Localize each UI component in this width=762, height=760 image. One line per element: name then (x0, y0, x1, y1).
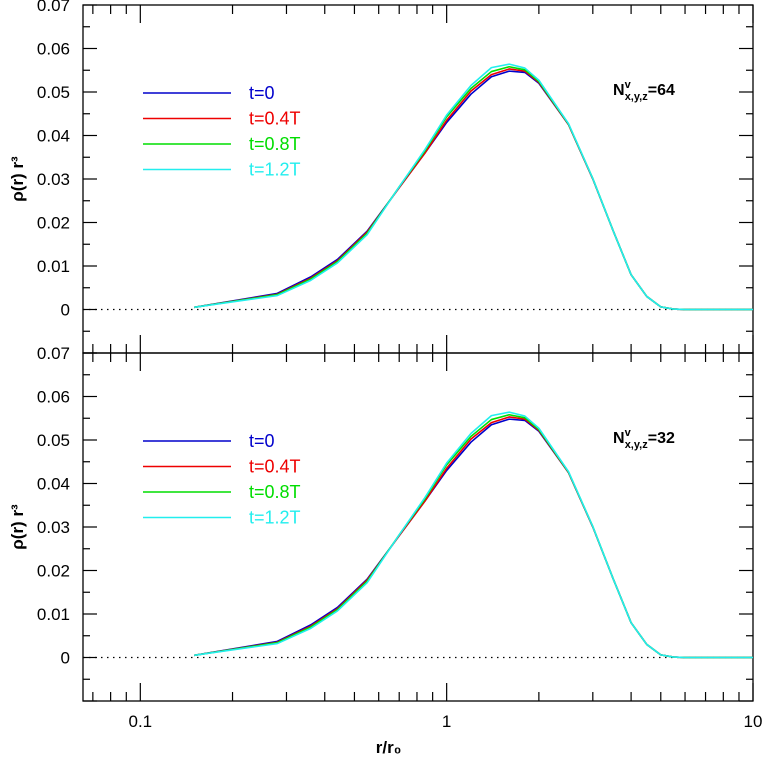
legend-label-t=0.8T: t=0.8T (249, 482, 301, 502)
series-line-t=0 (194, 70, 753, 311)
x-tick-label: 0.1 (128, 712, 152, 731)
series-line-t=0.4T (194, 68, 753, 311)
legend-label-t=0.4T: t=0.4T (249, 457, 301, 477)
legend-label-t=1.2T: t=1.2T (249, 508, 301, 528)
series-line-t=0 (194, 418, 753, 659)
legend-label-t=0: t=0 (249, 83, 275, 103)
legend-label-t=0: t=0 (249, 431, 275, 451)
grid-size-annotation: Nv x,y,z=64 (613, 79, 675, 103)
panel-top: 0 0.01 0.02 0.03 0.04 0.05 0.06 0.07 t=0 t=0.4T t=… (8, 0, 754, 354)
y-tick-label: 0.04 (37, 127, 70, 146)
y-axis-label: ρ(r) r³ (8, 504, 27, 550)
y-tick-label: 0.02 (37, 562, 70, 581)
y-tick-label: 0.06 (37, 40, 70, 59)
y-tick-label: 0.05 (37, 83, 70, 102)
series-line-t=0.8T (194, 65, 753, 311)
series-line-t=0.8T (194, 413, 753, 659)
legend-label-t=0.8T: t=0.8T (249, 134, 301, 154)
panel-bottom: 0 0.01 0.02 0.03 0.04 0.05 0.06 0.07 0.1 1 10 t=0 t=… (8, 344, 762, 757)
y-tick-label: 0.03 (37, 170, 70, 189)
y-tick-label: 0.01 (37, 257, 70, 276)
grid-size-annotation: Nv x,y,z=32 (613, 427, 675, 451)
series-line-t=1.2T (194, 411, 753, 659)
legend-label-t=1.2T: t=1.2T (249, 160, 301, 180)
x-tick-label: 10 (744, 712, 762, 731)
y-tick-label: 0 (61, 301, 70, 320)
y-tick-label: 0.02 (37, 214, 70, 233)
y-tick-label: 0.06 (37, 388, 70, 407)
y-tick-label: 0.01 (37, 605, 70, 624)
y-tick-label: 0.05 (37, 431, 70, 450)
x-axis-label: r/r₀ (376, 738, 402, 757)
y-tick-label: 0.03 (37, 518, 70, 537)
y-tick-label: 0.04 (37, 475, 70, 494)
series-line-t=1.2T (194, 63, 753, 311)
y-tick-label: 0.07 (37, 0, 70, 15)
y-axis-label: ρ(r) r³ (8, 156, 27, 202)
legend-label-t=0.4T: t=0.4T (249, 109, 301, 129)
series-line-t=0.4T (194, 416, 753, 659)
y-tick-label: 0.07 (37, 344, 70, 363)
x-tick-label: 1 (442, 712, 451, 731)
y-tick-label: 0 (61, 649, 70, 668)
